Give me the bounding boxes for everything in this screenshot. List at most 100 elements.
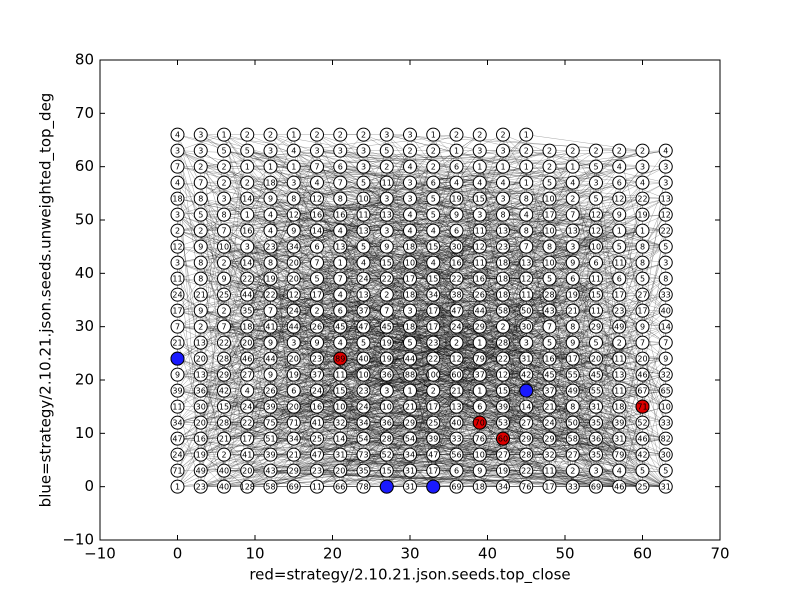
node <box>612 271 627 286</box>
node-label: 19 <box>265 275 275 284</box>
x-axis-label: red=strategy/2.10.21.json.seeds.top_clos… <box>249 566 570 585</box>
node-label: 5 <box>617 243 622 252</box>
node <box>240 399 255 414</box>
node-label: 67 <box>637 387 647 396</box>
node-label: 3 <box>407 131 412 140</box>
node <box>310 175 324 190</box>
node-label: 4 <box>268 227 273 236</box>
node-label: 29 <box>219 371 229 380</box>
node-label: 78 <box>358 483 368 492</box>
node <box>356 367 371 382</box>
node-label: 75 <box>265 419 275 428</box>
node <box>193 399 208 414</box>
node-label: 1 <box>291 131 296 140</box>
node-label: 49 <box>196 467 206 476</box>
node <box>658 303 673 318</box>
node <box>286 191 301 206</box>
node-label: 11 <box>544 467 554 476</box>
node <box>658 319 673 334</box>
node-label: 7 <box>314 259 319 268</box>
node <box>472 159 487 174</box>
node-label: 2 <box>454 131 459 140</box>
node <box>426 399 441 414</box>
node <box>217 351 231 366</box>
node <box>635 335 650 350</box>
node <box>263 271 278 286</box>
node-label: 55 <box>568 371 578 380</box>
node-label: 41 <box>242 451 252 460</box>
node <box>403 399 417 414</box>
node-label: 18 <box>405 323 415 332</box>
node-label: 10 <box>358 371 368 380</box>
node <box>333 431 348 446</box>
node <box>635 239 650 254</box>
node-label: 53 <box>498 419 508 428</box>
node-label: 8 <box>198 195 203 204</box>
node-label: 12 <box>614 195 624 204</box>
node-label: 10 <box>358 195 368 204</box>
node-label: 5 <box>640 275 645 284</box>
node-label: 11 <box>312 483 322 492</box>
node-label: 26 <box>312 323 322 332</box>
node <box>635 367 650 382</box>
node-label: 3 <box>663 179 668 188</box>
node <box>217 303 231 318</box>
node <box>403 159 417 174</box>
node <box>193 463 208 478</box>
node <box>472 207 487 222</box>
node-label: 18 <box>405 291 415 300</box>
node <box>170 399 185 414</box>
node <box>472 143 487 158</box>
node <box>333 175 348 190</box>
node <box>170 159 185 174</box>
node-label: 31 <box>405 483 415 492</box>
node <box>542 175 557 190</box>
node-label: 21 <box>544 403 554 412</box>
node <box>658 207 673 222</box>
node <box>356 479 371 494</box>
node <box>658 367 673 382</box>
node <box>170 335 185 350</box>
node <box>612 463 627 478</box>
node-label: 3 <box>384 227 389 236</box>
node-label: 30 <box>521 323 531 332</box>
node-label: 6 <box>454 163 459 172</box>
node-label: 73 <box>358 451 368 460</box>
node <box>612 479 627 494</box>
node-label: 26 <box>265 387 275 396</box>
node <box>612 207 627 222</box>
node <box>240 159 255 174</box>
node-label: 25 <box>428 419 438 428</box>
node <box>496 239 510 254</box>
node-label: 15 <box>382 259 392 268</box>
node <box>449 447 464 462</box>
node-label: 27 <box>242 371 252 380</box>
node <box>310 239 324 254</box>
node <box>240 303 255 318</box>
node <box>589 351 603 366</box>
node <box>170 191 185 206</box>
node <box>286 399 301 414</box>
node-label: 44 <box>405 355 415 364</box>
node <box>193 255 208 270</box>
node-label: 4 <box>407 211 412 220</box>
node-label: 47 <box>172 435 182 444</box>
node-label: 3 <box>314 147 319 156</box>
node-label: 1 <box>617 227 622 236</box>
node <box>658 239 673 254</box>
node-label: 22 <box>637 195 647 204</box>
node <box>403 127 417 142</box>
node-label: 7 <box>338 275 343 284</box>
node <box>658 271 673 286</box>
node-label: 33 <box>661 419 671 428</box>
node <box>565 463 580 478</box>
node-label: 7 <box>221 227 226 236</box>
node <box>472 255 487 270</box>
node-label: 34 <box>289 435 299 444</box>
node <box>496 367 510 382</box>
node <box>449 255 464 270</box>
highlight-node <box>333 351 348 366</box>
node-label: 7 <box>175 163 180 172</box>
node-label: 5 <box>663 243 668 252</box>
node <box>379 191 394 206</box>
